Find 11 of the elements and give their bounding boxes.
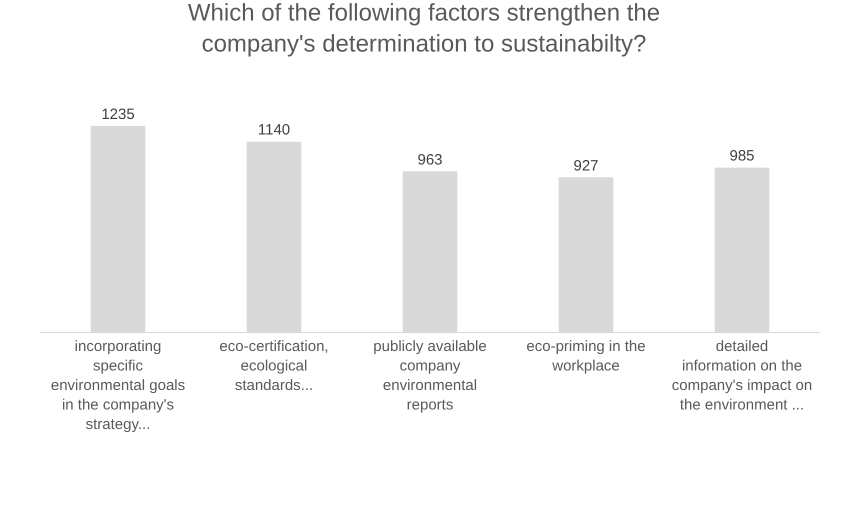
x-tick-label: publicly available company environmental reports [373, 338, 487, 414]
chart-title: Which of the following factors strengthen the company's determination to sustainabilty? [188, 0, 660, 58]
data-label: 985 [729, 148, 755, 165]
x-tick-label: incorporating specific environmental goals in the company's strategy... [50, 338, 186, 433]
data-label: 1235 [101, 106, 135, 123]
x-tick-label: eco-priming in the workplace [526, 338, 646, 374]
x-tick-label: eco-certification, ecological standards... [219, 338, 329, 394]
data-label: 963 [417, 151, 443, 168]
data-label: 1140 [258, 122, 290, 139]
x-tick-label: detailed information on the company's impact on the environment ... [672, 338, 812, 414]
data-label: 927 [573, 157, 599, 174]
